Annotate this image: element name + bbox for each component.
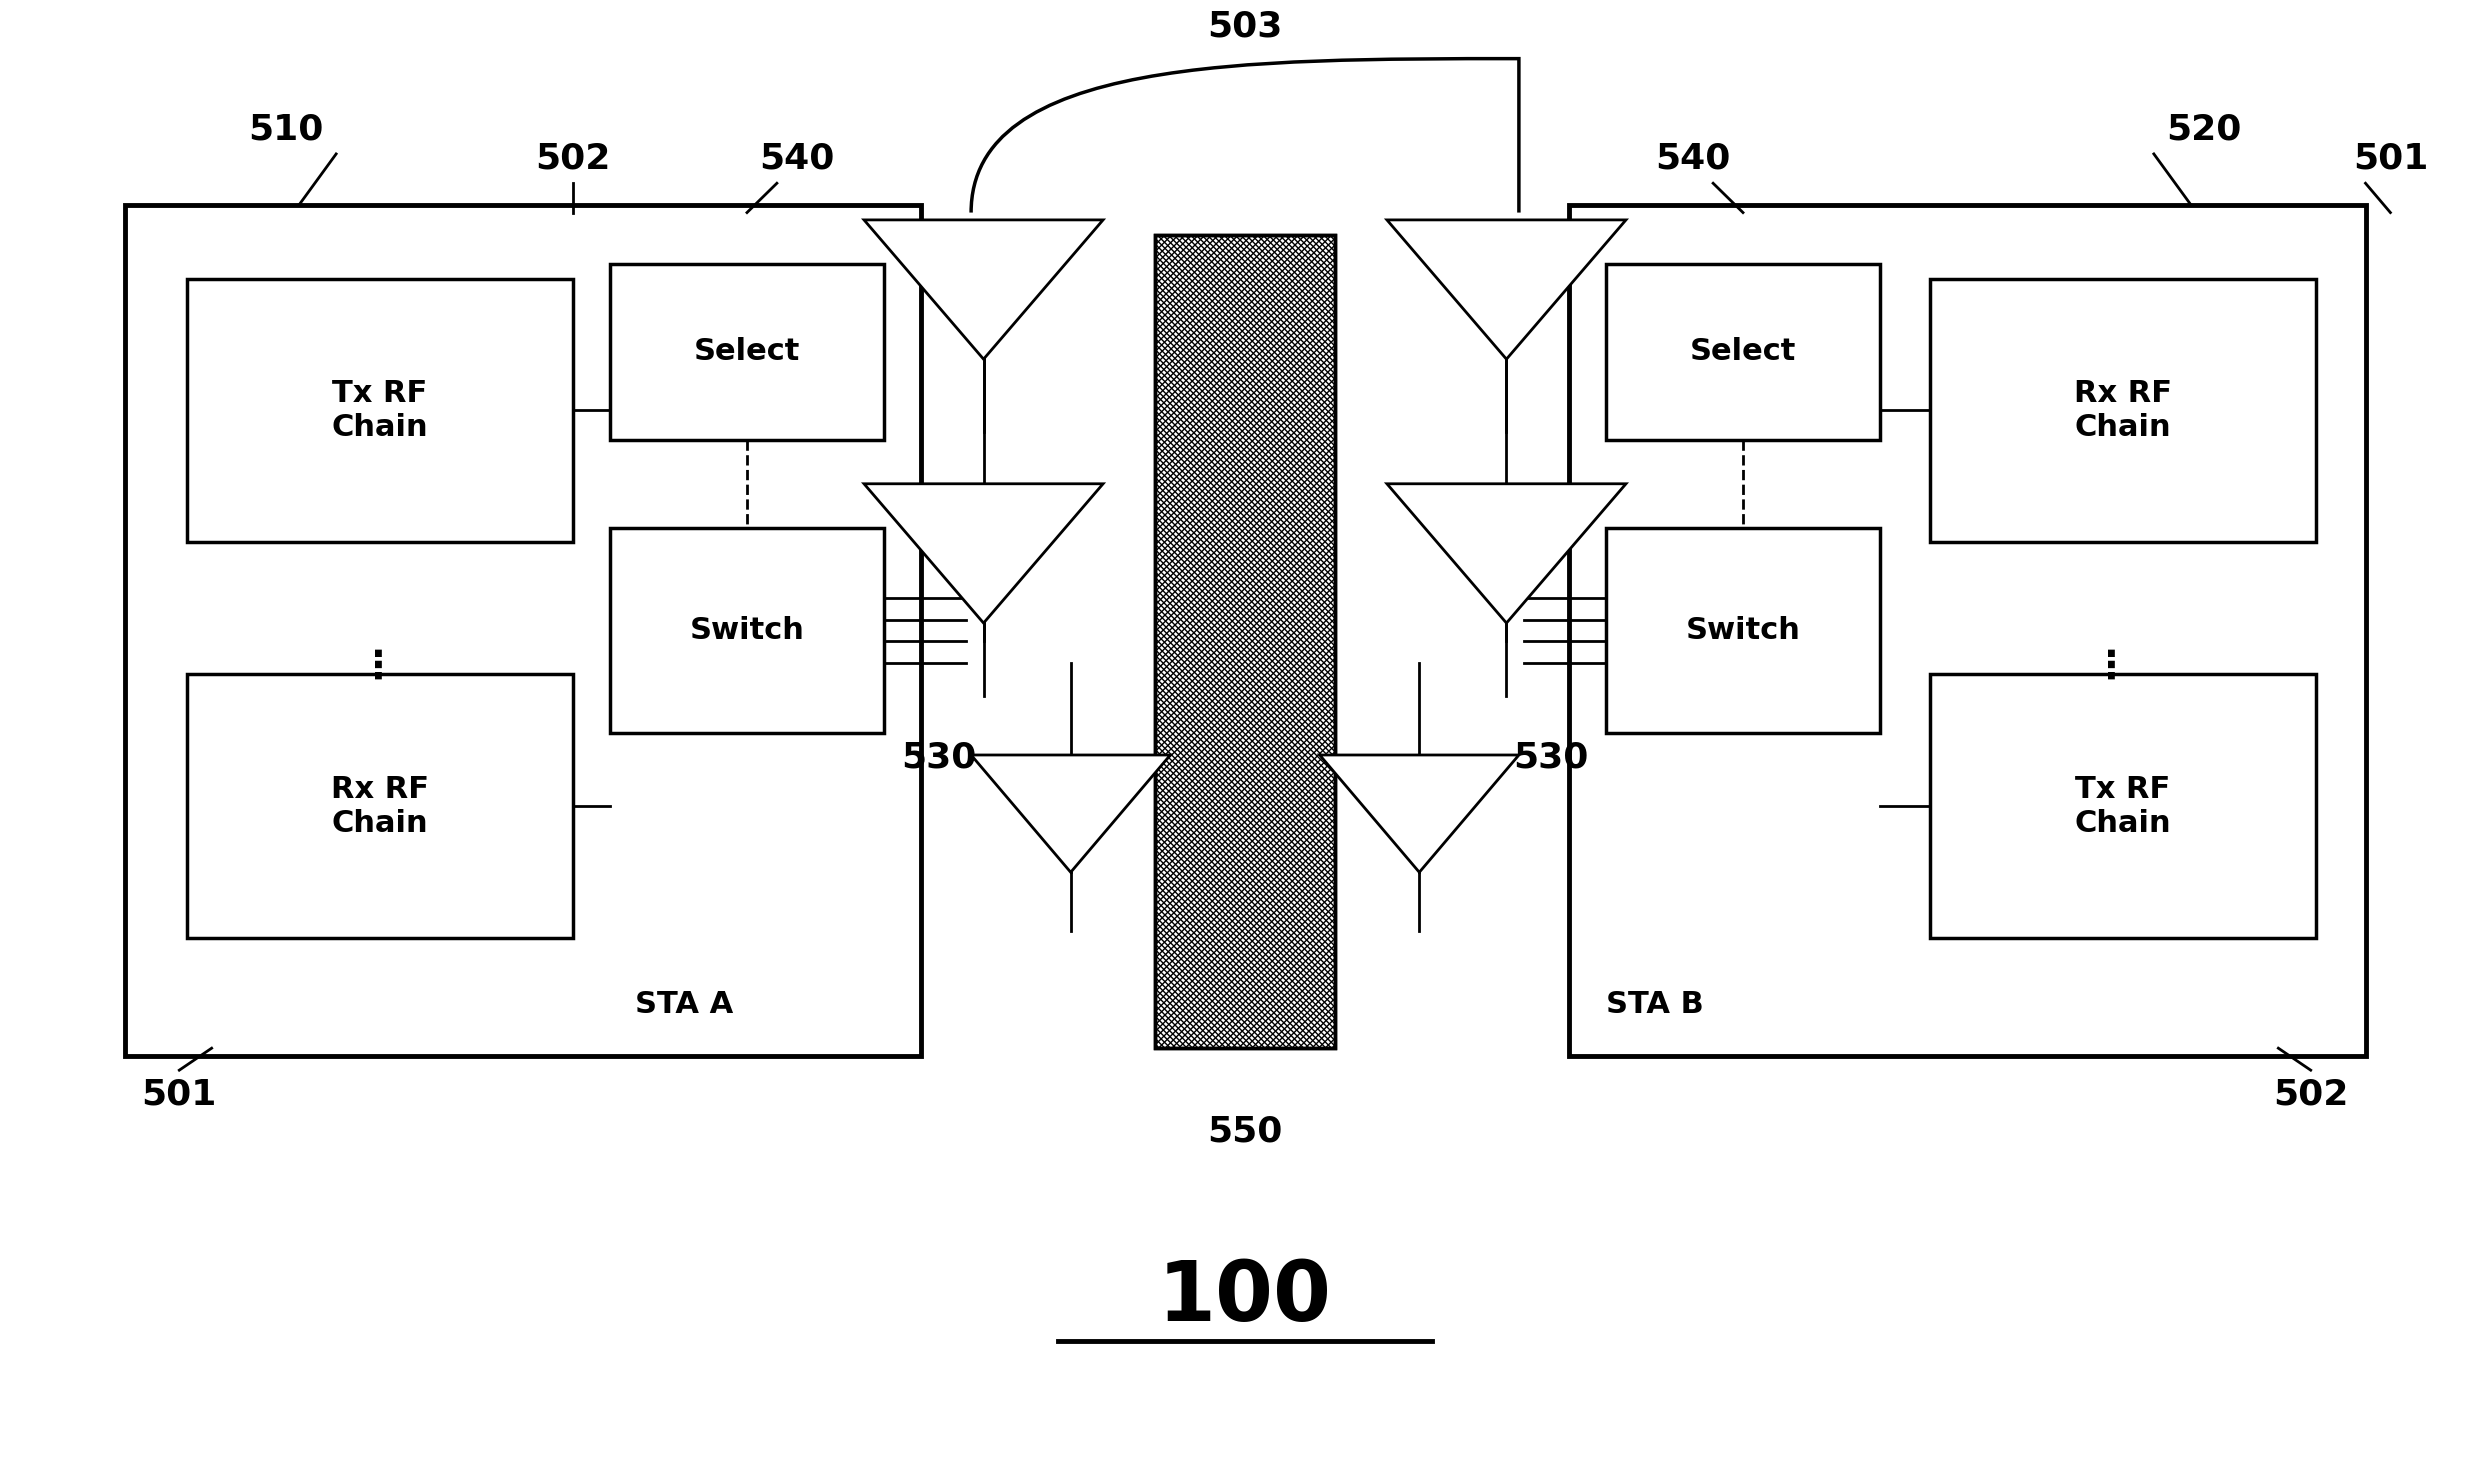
Text: ⋮: ⋮ [2092,648,2131,686]
Text: 503: 503 [1208,10,1282,44]
Polygon shape [864,220,1103,359]
Polygon shape [1387,484,1626,623]
Text: 530: 530 [901,740,976,774]
Bar [1606,528,1880,733]
Bar [1155,235,1335,1048]
Text: 501: 501 [2353,142,2428,176]
Bar [1606,264,1880,440]
Text: 502: 502 [2273,1078,2348,1111]
Text: 540: 540 [1656,142,1731,176]
Text: 100: 100 [1158,1256,1332,1338]
Text: 510: 510 [249,113,324,147]
Polygon shape [864,484,1103,623]
Text: 550: 550 [1208,1114,1282,1148]
Text: 520: 520 [2166,113,2241,147]
Text: ⋮: ⋮ [359,648,398,686]
Polygon shape [1387,220,1626,359]
Text: 501: 501 [142,1078,217,1111]
Text: Rx RF
Chain: Rx RF Chain [331,776,428,837]
Bar [1155,235,1335,1048]
Bar [1155,235,1335,1048]
Bar [1930,674,2316,938]
Text: 530: 530 [1514,740,1589,774]
Text: Select: Select [1691,337,1795,366]
Text: STA B: STA B [1606,990,1703,1019]
Text: Tx RF
Chain: Tx RF Chain [2074,776,2171,837]
Bar [124,205,921,1056]
Bar [187,279,573,542]
Text: Rx RF
Chain: Rx RF Chain [2074,380,2171,441]
Bar [1569,205,2366,1056]
Polygon shape [971,755,1170,872]
Bar [187,674,573,938]
Text: STA A: STA A [635,990,732,1019]
Bar [610,264,884,440]
Polygon shape [1320,755,1519,872]
Text: 540: 540 [759,142,834,176]
Text: Switch: Switch [690,616,804,645]
Bar [1155,235,1335,1048]
Text: Select: Select [695,337,799,366]
Text: Switch: Switch [1686,616,1800,645]
Bar [610,528,884,733]
Text: Tx RF
Chain: Tx RF Chain [331,380,428,441]
Bar [1930,279,2316,542]
Text: 502: 502 [535,142,610,176]
